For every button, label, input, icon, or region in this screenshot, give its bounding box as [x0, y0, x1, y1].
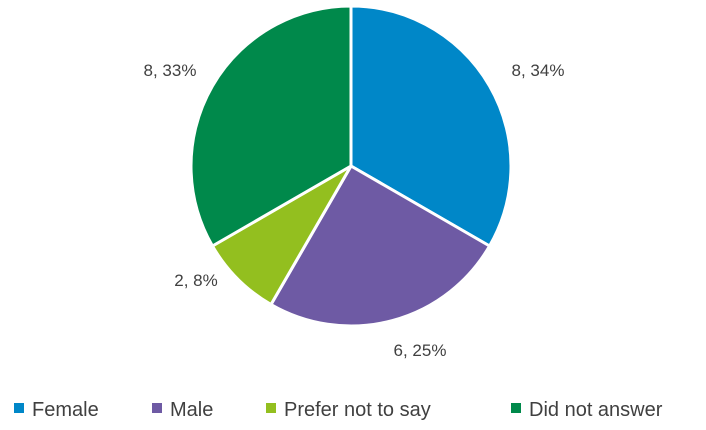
- pie-slice-female: [349, 4, 513, 248]
- legend-label: Did not answer: [529, 399, 663, 421]
- legend-item-male: Male: [152, 399, 213, 421]
- data-label-male: 6, 25%: [394, 341, 447, 360]
- legend-label: Prefer not to say: [284, 399, 431, 421]
- legend-item-did-not-answer: Did not answer: [511, 399, 663, 421]
- data-label-prefer-not-to-say: 2, 8%: [174, 271, 217, 290]
- pie-data-labels: 8, 34% 6, 25% 2, 8% 8, 33%: [144, 61, 565, 360]
- legend-item-female: Female: [14, 399, 99, 421]
- pie-slices: [189, 4, 513, 328]
- legend-swatch: [152, 403, 162, 413]
- legend-swatch: [14, 403, 24, 413]
- legend-swatch: [511, 403, 521, 413]
- legend-label: Male: [170, 399, 213, 421]
- pie-slice-male: [269, 164, 492, 328]
- legend-swatch: [266, 403, 276, 413]
- legend-item-prefer-not-to-say: Prefer not to say: [266, 399, 431, 421]
- pie-slice-did-not-answer: [189, 4, 353, 248]
- data-label-female: 8, 34%: [512, 61, 565, 80]
- legend-label: Female: [32, 399, 99, 421]
- data-label-did-not-answer: 8, 33%: [144, 61, 197, 80]
- legend: Female Male Prefer not to say Did not answe…: [14, 399, 663, 421]
